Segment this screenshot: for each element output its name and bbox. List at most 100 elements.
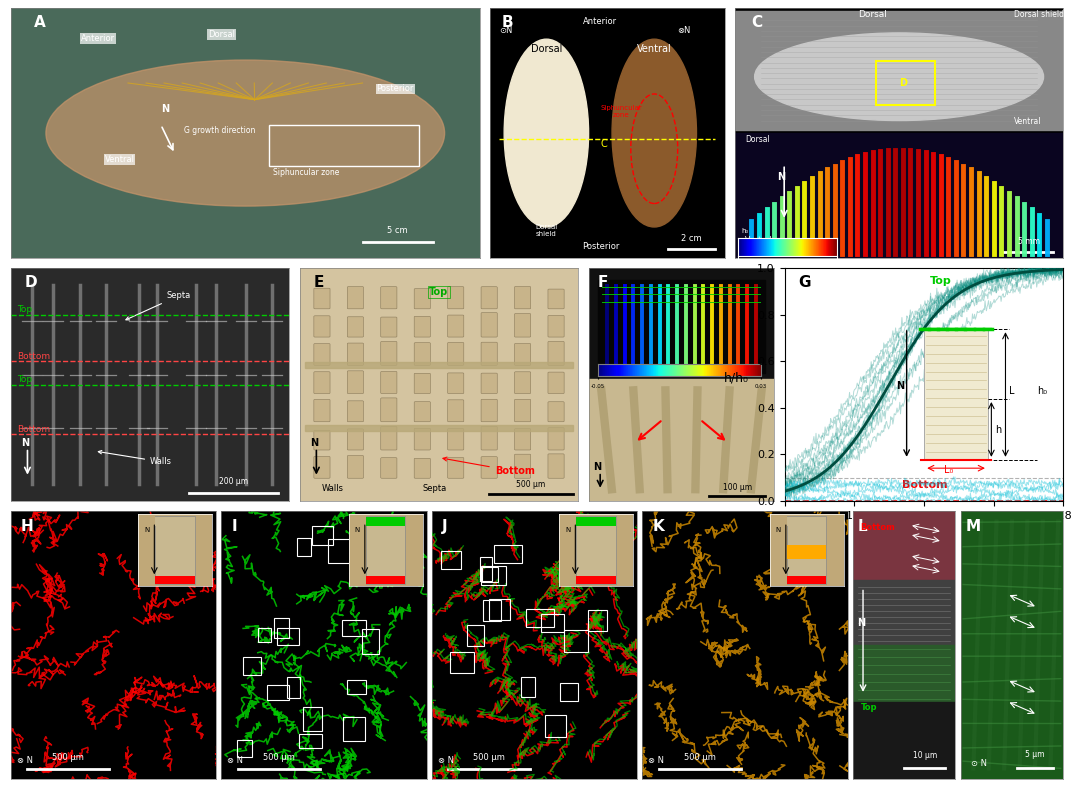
Text: Ventral: Ventral bbox=[744, 235, 772, 245]
Bar bbox=[347, 680, 365, 694]
Bar bbox=[561, 683, 578, 701]
Bar bbox=[268, 124, 419, 167]
Bar bbox=[313, 526, 333, 545]
Text: ⊗ N: ⊗ N bbox=[649, 756, 665, 766]
Bar bbox=[587, 610, 607, 630]
Bar bbox=[236, 740, 251, 757]
Bar bbox=[329, 539, 351, 563]
Text: 500 μm: 500 μm bbox=[263, 753, 294, 762]
Text: Siphuncular zone: Siphuncular zone bbox=[274, 168, 339, 177]
FancyBboxPatch shape bbox=[448, 457, 464, 478]
Text: 500 μm: 500 μm bbox=[474, 753, 505, 762]
FancyBboxPatch shape bbox=[481, 456, 497, 478]
FancyBboxPatch shape bbox=[548, 454, 564, 478]
Text: Bottom: Bottom bbox=[17, 425, 50, 434]
Bar bbox=[467, 625, 483, 645]
FancyBboxPatch shape bbox=[548, 401, 564, 422]
Text: F: F bbox=[598, 275, 608, 290]
Text: Walls: Walls bbox=[322, 484, 344, 493]
Text: D: D bbox=[25, 275, 38, 290]
Text: Siphuncular
zone: Siphuncular zone bbox=[600, 105, 642, 118]
Text: Top: Top bbox=[17, 375, 32, 384]
Bar bbox=[735, 133, 1063, 258]
FancyBboxPatch shape bbox=[415, 428, 431, 450]
Bar bbox=[450, 652, 474, 673]
Text: D: D bbox=[899, 78, 908, 88]
Text: 5 μm: 5 μm bbox=[1026, 749, 1045, 759]
Text: Dorsal: Dorsal bbox=[531, 44, 562, 54]
FancyBboxPatch shape bbox=[381, 398, 397, 422]
FancyBboxPatch shape bbox=[448, 400, 464, 422]
Bar bbox=[441, 551, 461, 569]
Text: 10 μm: 10 μm bbox=[913, 751, 937, 760]
FancyBboxPatch shape bbox=[548, 427, 564, 450]
Text: 5 cm: 5 cm bbox=[388, 226, 408, 235]
FancyBboxPatch shape bbox=[314, 371, 330, 394]
Text: ⊗ N: ⊗ N bbox=[438, 756, 454, 766]
Text: 5 mm: 5 mm bbox=[1018, 237, 1040, 246]
Text: Ventral: Ventral bbox=[637, 44, 671, 54]
FancyBboxPatch shape bbox=[514, 399, 531, 422]
FancyBboxPatch shape bbox=[514, 313, 531, 337]
FancyBboxPatch shape bbox=[381, 286, 397, 309]
Text: ⊗N: ⊗N bbox=[678, 26, 691, 35]
Text: Bottom: Bottom bbox=[17, 352, 50, 360]
Text: N: N bbox=[161, 104, 169, 114]
Bar bbox=[876, 61, 935, 105]
Text: Septa: Septa bbox=[422, 484, 447, 493]
Text: 100 μm: 100 μm bbox=[723, 482, 752, 492]
FancyBboxPatch shape bbox=[448, 315, 464, 337]
Bar bbox=[735, 11, 1063, 130]
Text: Anterior: Anterior bbox=[583, 17, 618, 25]
FancyBboxPatch shape bbox=[381, 342, 397, 365]
FancyBboxPatch shape bbox=[481, 373, 497, 394]
Text: Dorsal
shield: Dorsal shield bbox=[535, 224, 557, 238]
Text: G growth direction: G growth direction bbox=[185, 126, 256, 135]
Bar bbox=[541, 615, 564, 632]
Text: B: B bbox=[502, 16, 513, 31]
Text: ⊗ N: ⊗ N bbox=[17, 756, 33, 766]
Bar bbox=[287, 677, 300, 698]
Text: 200 μm: 200 μm bbox=[219, 477, 248, 486]
Bar bbox=[494, 545, 522, 563]
FancyBboxPatch shape bbox=[381, 458, 397, 478]
FancyBboxPatch shape bbox=[415, 289, 431, 309]
FancyBboxPatch shape bbox=[481, 312, 497, 337]
Bar bbox=[545, 715, 566, 737]
Text: Dorsal: Dorsal bbox=[207, 30, 235, 39]
FancyBboxPatch shape bbox=[448, 286, 464, 309]
Bar bbox=[362, 629, 379, 653]
Text: L: L bbox=[858, 519, 868, 534]
Text: ⊙ N: ⊙ N bbox=[971, 759, 987, 767]
FancyBboxPatch shape bbox=[381, 371, 397, 394]
FancyBboxPatch shape bbox=[514, 343, 531, 365]
Text: Top: Top bbox=[17, 305, 32, 314]
Bar bbox=[297, 538, 310, 556]
FancyBboxPatch shape bbox=[448, 373, 464, 394]
Text: Dorsal: Dorsal bbox=[858, 10, 887, 19]
FancyBboxPatch shape bbox=[381, 427, 397, 450]
Text: H: H bbox=[21, 519, 33, 534]
Text: Anterior: Anterior bbox=[82, 35, 115, 43]
FancyBboxPatch shape bbox=[481, 427, 497, 450]
FancyBboxPatch shape bbox=[347, 401, 363, 422]
Text: M: M bbox=[966, 519, 981, 534]
FancyBboxPatch shape bbox=[548, 289, 564, 309]
FancyBboxPatch shape bbox=[448, 342, 464, 365]
FancyBboxPatch shape bbox=[481, 342, 497, 365]
Text: Ventral: Ventral bbox=[1014, 116, 1042, 126]
Bar bbox=[853, 580, 956, 645]
FancyBboxPatch shape bbox=[347, 343, 363, 365]
Text: ⊙N: ⊙N bbox=[499, 26, 513, 35]
FancyBboxPatch shape bbox=[381, 317, 397, 337]
Bar bbox=[482, 600, 500, 621]
Bar bbox=[343, 619, 366, 637]
Text: N: N bbox=[593, 462, 601, 472]
Text: 500 μm: 500 μm bbox=[517, 480, 546, 489]
Bar bbox=[274, 618, 289, 638]
Bar bbox=[853, 645, 956, 703]
Text: Septa: Septa bbox=[126, 291, 191, 320]
Text: Ventral: Ventral bbox=[104, 155, 134, 164]
Bar bbox=[598, 280, 765, 373]
FancyBboxPatch shape bbox=[347, 317, 363, 337]
